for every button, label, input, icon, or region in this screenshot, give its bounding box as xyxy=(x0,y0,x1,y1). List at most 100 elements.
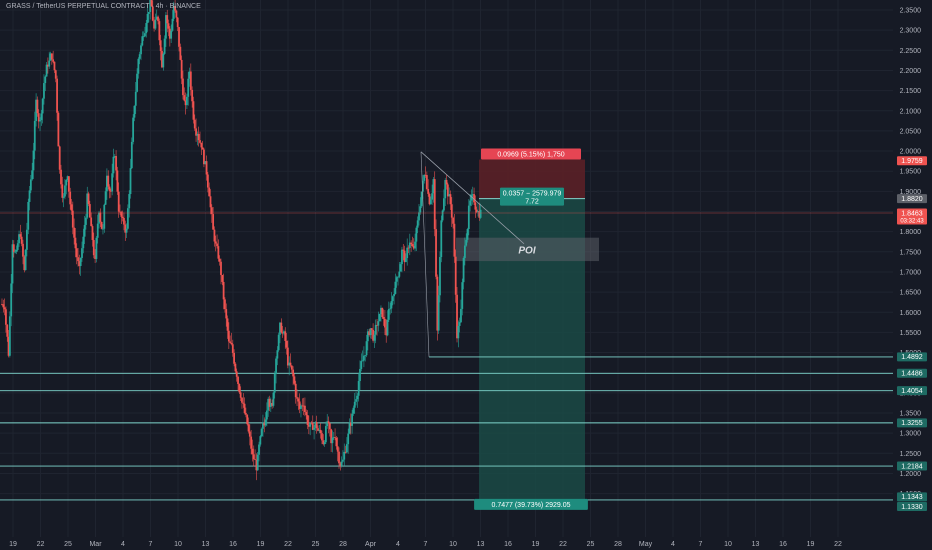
candle-body xyxy=(322,440,325,445)
candle-body xyxy=(20,236,23,244)
candle-body xyxy=(332,437,335,439)
candle-body xyxy=(314,421,317,428)
candle-body xyxy=(154,19,157,29)
candle-body xyxy=(200,142,203,148)
candle-body xyxy=(335,437,338,447)
candle-body xyxy=(49,53,52,61)
candle-body xyxy=(309,422,312,427)
candle-body xyxy=(155,16,158,20)
time-tick-label: 19 xyxy=(9,541,17,548)
candle-body xyxy=(115,156,117,171)
candle-body xyxy=(395,277,398,282)
candle-body xyxy=(310,422,313,424)
candle-body xyxy=(212,214,215,230)
candle-body xyxy=(366,331,369,342)
candle-body xyxy=(345,444,348,453)
candle-body xyxy=(91,226,94,241)
candle-body xyxy=(260,428,263,437)
candle-body xyxy=(11,244,14,284)
candle-body xyxy=(179,46,182,60)
candle-body xyxy=(74,237,77,249)
candle-body xyxy=(431,193,434,200)
candle-body xyxy=(43,83,45,99)
candle-body xyxy=(479,209,482,218)
trendline xyxy=(420,151,525,245)
candle-body xyxy=(306,415,309,426)
candle-body xyxy=(58,146,61,170)
candle-body xyxy=(258,444,260,455)
grid xyxy=(0,0,893,537)
candle-body xyxy=(24,249,27,271)
candle-body xyxy=(180,59,183,79)
candle-body xyxy=(57,112,60,147)
candle-body xyxy=(467,205,470,230)
candle-body xyxy=(15,249,18,252)
candle-body xyxy=(349,422,352,426)
candle-body xyxy=(267,398,270,411)
candle-body xyxy=(429,199,432,205)
candle-body xyxy=(477,211,479,213)
candle-body xyxy=(402,249,405,251)
candle-body xyxy=(470,194,473,201)
candle-body xyxy=(441,210,444,221)
candle-body xyxy=(94,255,97,259)
price-tick-label: 2.2000 xyxy=(900,68,922,75)
candle-body xyxy=(347,433,350,445)
candle-body xyxy=(466,229,469,240)
candle-body xyxy=(174,6,176,11)
candle-body xyxy=(150,0,153,7)
candle-body xyxy=(40,113,43,120)
candle-body xyxy=(330,429,333,444)
candle-body xyxy=(104,191,107,205)
candle-body xyxy=(423,174,426,181)
candle-body xyxy=(279,322,281,335)
candle-body xyxy=(79,257,82,267)
candle-body xyxy=(165,15,167,39)
candle-body xyxy=(317,428,319,431)
candle-body xyxy=(6,324,9,337)
candle-body xyxy=(62,196,65,198)
candle-body xyxy=(142,36,145,38)
candle-body xyxy=(145,23,148,34)
candle-body xyxy=(36,99,39,114)
candle-body xyxy=(446,184,449,197)
candle-body xyxy=(368,331,371,336)
candle-body xyxy=(338,451,340,464)
candle-body xyxy=(205,161,208,175)
candle-body xyxy=(123,218,125,225)
candle-body xyxy=(103,204,106,229)
candle-body xyxy=(391,296,394,302)
candle-body xyxy=(383,318,386,328)
candle-body xyxy=(326,421,329,427)
candle-body xyxy=(46,64,49,67)
candle-body xyxy=(119,211,121,213)
price-marker-label: 1.1343 xyxy=(901,494,923,501)
stop-label: 0.0969 (5.15%) 1,750 xyxy=(497,152,564,159)
candle-body xyxy=(126,208,129,229)
candle-body xyxy=(271,403,274,406)
candle-body xyxy=(378,313,381,322)
candle-body xyxy=(342,459,344,462)
candle-body xyxy=(281,332,284,334)
candle-body xyxy=(386,319,389,336)
candle-body xyxy=(166,15,169,24)
candle-body xyxy=(113,156,116,157)
time-tick-label: May xyxy=(639,541,653,548)
candle-body xyxy=(109,190,112,192)
price-marker-label: 1.1330 xyxy=(901,504,923,511)
candle-body xyxy=(254,459,256,461)
time-tick-label: 4 xyxy=(396,541,400,548)
candle-body xyxy=(157,16,159,22)
candle-body xyxy=(161,50,163,68)
candle-body xyxy=(389,308,392,310)
target-label-bg xyxy=(474,498,588,510)
time-tick-label: 13 xyxy=(477,541,485,548)
candle-body xyxy=(120,212,123,217)
candle-body xyxy=(387,309,390,320)
entry-label-2: 7.72 xyxy=(525,199,539,206)
candle-body xyxy=(229,341,232,343)
candle-body xyxy=(130,141,133,169)
candle-body xyxy=(382,317,385,319)
candle-body xyxy=(191,89,194,102)
